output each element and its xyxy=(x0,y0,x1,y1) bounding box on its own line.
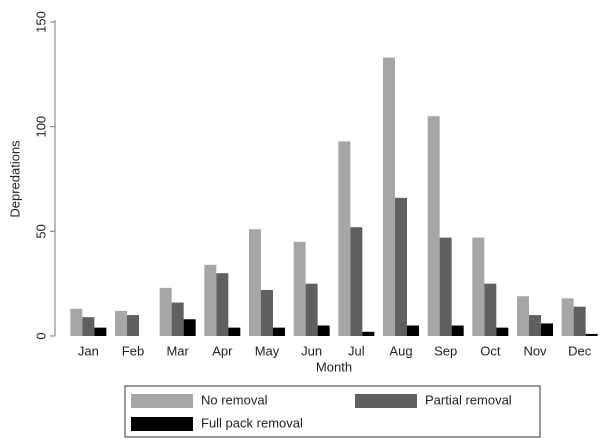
y-tick-label: 0 xyxy=(33,332,48,339)
bar xyxy=(350,227,363,336)
legend-box xyxy=(124,385,541,438)
x-tick-label: Jul xyxy=(348,343,365,358)
bar xyxy=(561,298,574,336)
x-axis-title: Month xyxy=(316,359,352,374)
bar xyxy=(407,325,419,336)
legend-label: No removal xyxy=(201,392,268,407)
bar xyxy=(484,283,497,336)
x-tick-label: Feb xyxy=(122,343,144,358)
bar xyxy=(439,237,452,336)
x-tick-label: Aug xyxy=(389,343,412,358)
bar xyxy=(496,327,509,336)
x-tick-label: Mar xyxy=(166,343,189,358)
bar xyxy=(204,264,217,336)
bar xyxy=(517,296,529,336)
y-axis-title: Depredations xyxy=(7,140,22,218)
bar xyxy=(305,283,318,336)
bar xyxy=(273,327,285,336)
x-tick-label: Oct xyxy=(480,343,501,358)
x-tick-label: May xyxy=(255,343,280,358)
bar xyxy=(261,289,273,336)
bar xyxy=(472,237,485,336)
x-tick-label: Apr xyxy=(212,343,233,358)
legend-swatch xyxy=(131,417,193,431)
bar xyxy=(451,325,464,336)
bar xyxy=(183,319,196,336)
x-tick-label: Jun xyxy=(301,343,322,358)
bar xyxy=(171,302,184,336)
legend-label: Full pack removal xyxy=(201,415,303,430)
bar xyxy=(362,331,375,336)
bar xyxy=(159,287,172,336)
bar xyxy=(395,197,407,336)
legend-swatch xyxy=(131,394,193,408)
bar xyxy=(82,317,95,336)
y-tick-label: 100 xyxy=(33,116,48,138)
bar xyxy=(427,116,440,336)
bar xyxy=(293,241,306,336)
bar xyxy=(228,327,241,336)
y-tick-label: 50 xyxy=(33,224,48,238)
bar xyxy=(94,327,107,336)
legend-swatch xyxy=(355,394,417,408)
bar xyxy=(70,308,83,336)
x-tick-label: Sep xyxy=(434,343,457,358)
x-tick-label: Dec xyxy=(568,343,592,358)
bar xyxy=(585,333,598,336)
x-tick-label: Jan xyxy=(78,343,99,358)
bar xyxy=(541,323,553,336)
bar xyxy=(529,315,541,336)
legend-label: Partial removal xyxy=(425,392,512,407)
bar xyxy=(216,273,229,336)
bar xyxy=(249,229,261,336)
bar xyxy=(383,57,395,336)
x-tick-label: Nov xyxy=(523,343,547,358)
bar xyxy=(573,306,586,336)
bar xyxy=(115,310,127,336)
bar xyxy=(127,315,139,336)
y-tick-label: 150 xyxy=(33,11,48,33)
bar xyxy=(317,325,330,336)
bar xyxy=(338,141,351,336)
